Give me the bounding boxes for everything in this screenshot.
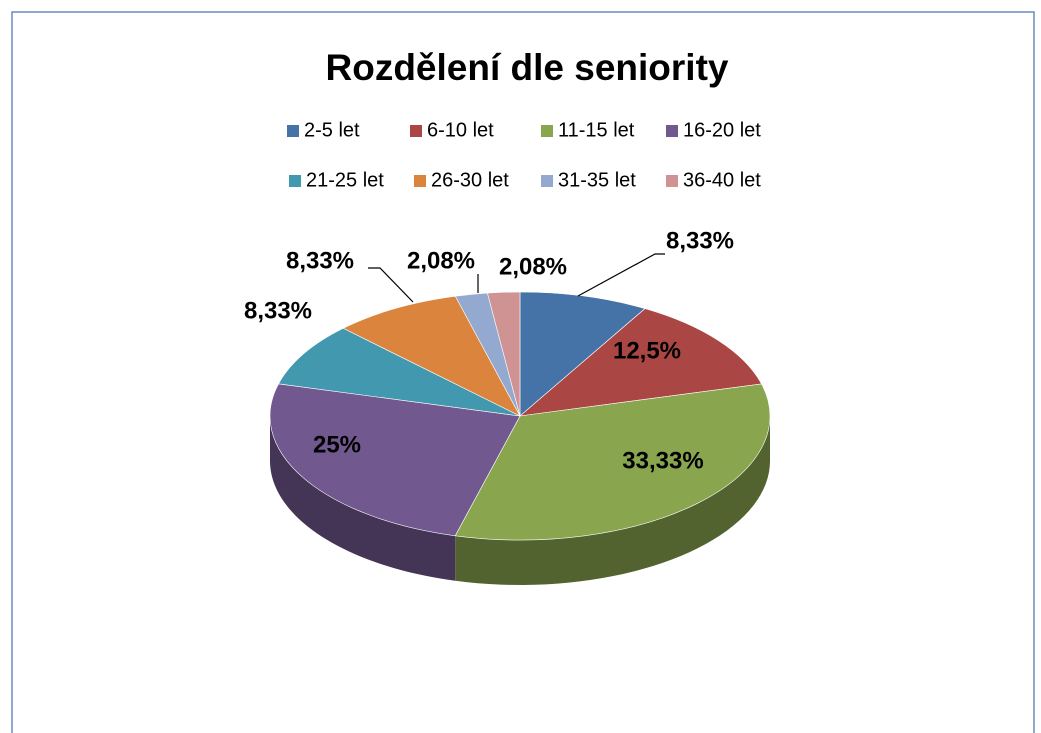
legend-swatch	[287, 125, 299, 137]
data-label: 2,08%	[499, 253, 567, 280]
leader-line	[577, 253, 665, 297]
legend-label: 2-5 let	[304, 119, 360, 141]
data-label: 25%	[313, 431, 361, 458]
data-label: 8,33%	[666, 227, 734, 254]
leader-line	[368, 267, 414, 303]
slice	[278, 327, 521, 417]
data-label: 33,33%	[622, 447, 703, 474]
slice	[519, 291, 646, 417]
legend-swatch	[666, 175, 678, 187]
legend-swatch	[541, 175, 553, 187]
data-label: 2,08%	[407, 247, 475, 274]
legend-swatch	[541, 125, 553, 137]
legend-label: 16-20 let	[683, 119, 761, 141]
legend-swatch	[666, 125, 678, 137]
legend-label: 26-30 let	[431, 169, 509, 191]
legend-label: 6-10 let	[427, 119, 494, 141]
legend-swatch	[289, 175, 301, 187]
legend-label: 31-35 let	[558, 169, 636, 191]
data-label: 8,33%	[286, 247, 354, 274]
legend-swatch	[410, 125, 422, 137]
chart-frame	[11, 11, 1035, 733]
slice	[269, 383, 521, 537]
legend-label: 11-15 let	[558, 119, 635, 141]
slice-side	[270, 416, 456, 581]
data-label: 8,33%	[244, 297, 312, 324]
legend-label: 21-25 let	[306, 169, 384, 191]
slice	[454, 383, 771, 541]
chart-title: Rozdělení dle seniority	[326, 47, 729, 88]
slice-side	[455, 416, 770, 585]
legend-swatch	[414, 175, 426, 187]
slice	[519, 308, 762, 417]
legend-label: 36-40 let	[683, 169, 761, 191]
slice	[342, 295, 521, 417]
data-label: 12,5%	[613, 337, 681, 364]
slice	[487, 291, 521, 417]
